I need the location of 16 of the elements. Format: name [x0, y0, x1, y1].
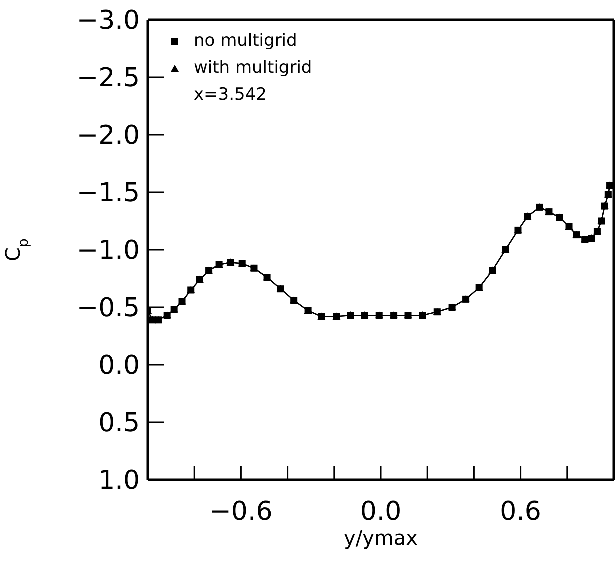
y-tick-label: −2.0: [76, 121, 140, 151]
y-tick-label: −1.5: [76, 178, 140, 208]
y-tick-label: 0.5: [98, 408, 140, 438]
x-tick-label: 0.6: [500, 497, 542, 527]
annotation: x=3.542: [194, 84, 268, 107]
y-tick-label: −2.5: [76, 64, 140, 94]
y-tick-label: 1.0: [98, 466, 140, 496]
x-tick-label: 0.0: [360, 497, 402, 527]
x-tick-label: −0.6: [210, 497, 273, 527]
y-tick-label: −0.5: [76, 294, 140, 324]
y-tick-label: 0.0: [98, 351, 140, 381]
legend-label: with multigrid: [194, 57, 312, 80]
x-axis-title: y/ymax: [344, 526, 418, 550]
y-tick-label: −1.0: [76, 236, 140, 266]
y-tick-label: −3.0: [76, 6, 140, 36]
legend-label: no multigrid: [194, 30, 298, 53]
